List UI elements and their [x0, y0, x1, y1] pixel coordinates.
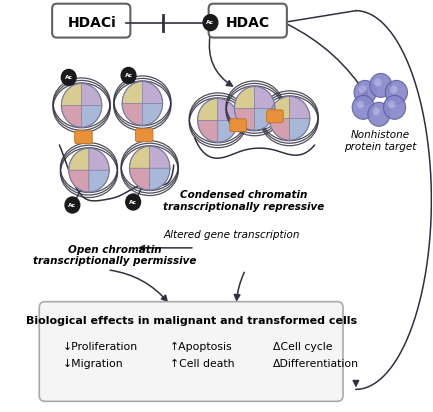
Wedge shape	[61, 83, 81, 105]
Wedge shape	[218, 98, 238, 120]
FancyBboxPatch shape	[209, 4, 287, 37]
Circle shape	[354, 80, 376, 104]
Wedge shape	[255, 87, 275, 108]
Wedge shape	[89, 170, 109, 192]
Wedge shape	[142, 103, 163, 125]
Text: Biological effects in malignant and transformed cells: Biological effects in malignant and tran…	[26, 316, 357, 325]
Wedge shape	[61, 105, 81, 127]
Circle shape	[357, 101, 364, 108]
Wedge shape	[142, 82, 163, 103]
Wedge shape	[122, 103, 142, 125]
Wedge shape	[234, 87, 255, 108]
Wedge shape	[218, 120, 238, 142]
Wedge shape	[150, 146, 170, 168]
Wedge shape	[269, 118, 290, 140]
Wedge shape	[269, 96, 290, 118]
Circle shape	[352, 95, 374, 119]
Text: HDAC: HDAC	[226, 16, 270, 30]
Circle shape	[388, 101, 395, 108]
Wedge shape	[255, 108, 275, 130]
Wedge shape	[81, 105, 102, 127]
Wedge shape	[197, 98, 218, 120]
Text: Ac: Ac	[68, 203, 76, 208]
Text: Altered gene transcription: Altered gene transcription	[163, 230, 300, 240]
Text: ΔDifferentiation: ΔDifferentiation	[273, 360, 359, 370]
Circle shape	[61, 70, 76, 85]
FancyBboxPatch shape	[52, 4, 130, 37]
Wedge shape	[122, 82, 142, 103]
Wedge shape	[234, 108, 255, 130]
Circle shape	[372, 108, 380, 115]
Circle shape	[65, 197, 80, 213]
Circle shape	[121, 68, 136, 83]
Text: ↓Migration: ↓Migration	[63, 360, 124, 370]
Wedge shape	[197, 120, 218, 142]
Text: ↓Proliferation: ↓Proliferation	[63, 342, 138, 351]
Wedge shape	[69, 148, 89, 170]
Wedge shape	[69, 170, 89, 192]
FancyBboxPatch shape	[75, 131, 92, 144]
Wedge shape	[290, 96, 310, 118]
Text: Ac: Ac	[125, 73, 132, 78]
Circle shape	[203, 15, 218, 30]
Text: Condensed chromatin
transcriptionally repressive: Condensed chromatin transcriptionally re…	[163, 190, 324, 212]
Text: Ac: Ac	[129, 199, 137, 204]
Text: ΔCell cycle: ΔCell cycle	[273, 342, 333, 351]
Text: Open chromatin
transcriptionally permissive: Open chromatin transcriptionally permiss…	[33, 245, 197, 267]
Wedge shape	[150, 168, 170, 190]
FancyBboxPatch shape	[267, 110, 283, 123]
Text: Ac: Ac	[207, 20, 214, 25]
Text: ↑Cell death: ↑Cell death	[170, 360, 234, 370]
Circle shape	[368, 102, 390, 126]
Circle shape	[384, 95, 406, 119]
Text: Nonhistone
protein target: Nonhistone protein target	[344, 130, 416, 152]
Circle shape	[385, 80, 407, 104]
Circle shape	[390, 85, 397, 94]
Wedge shape	[129, 168, 150, 190]
Circle shape	[126, 194, 141, 210]
FancyBboxPatch shape	[230, 119, 246, 132]
Wedge shape	[89, 148, 109, 170]
FancyBboxPatch shape	[136, 129, 153, 142]
Wedge shape	[81, 83, 102, 105]
Wedge shape	[129, 146, 150, 168]
Circle shape	[359, 85, 366, 94]
Text: HDACi: HDACi	[68, 16, 116, 30]
Text: Ac: Ac	[65, 75, 73, 80]
Wedge shape	[290, 118, 310, 140]
FancyBboxPatch shape	[39, 302, 343, 401]
Circle shape	[370, 73, 392, 97]
Text: ↑Apoptosis: ↑Apoptosis	[170, 342, 233, 351]
Circle shape	[374, 78, 381, 87]
